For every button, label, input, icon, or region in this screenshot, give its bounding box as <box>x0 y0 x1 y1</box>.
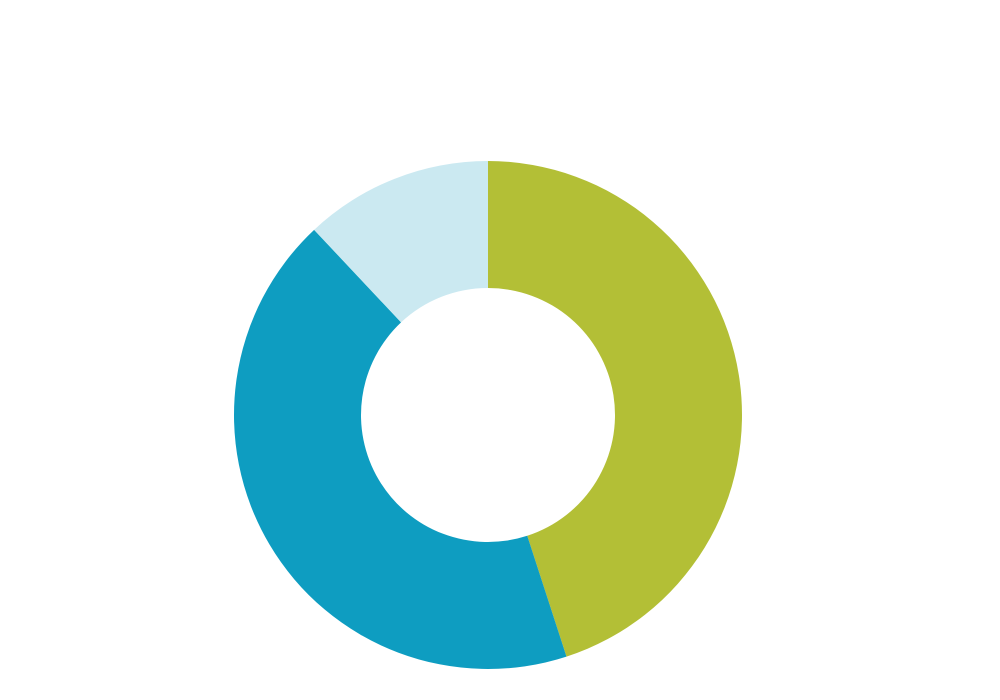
donut-segment <box>314 161 488 323</box>
donut-segment <box>233 229 567 669</box>
donut-segment <box>488 161 742 657</box>
